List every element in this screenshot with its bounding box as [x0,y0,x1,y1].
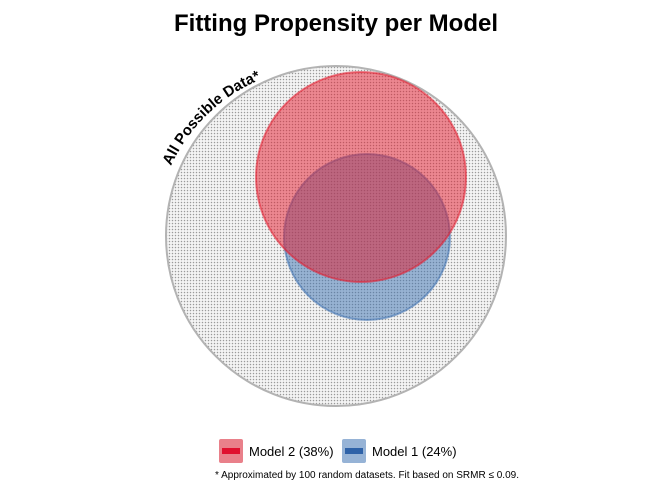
legend-line-model1 [345,448,363,454]
legend-item-model2: Model 2 (38%) [219,439,334,463]
model2-circle [255,71,467,283]
legend-item-model1: Model 1 (24%) [342,439,457,463]
footnote: * Approximated by 100 random datasets. F… [215,470,519,480]
legend-label-model2: Model 2 (38%) [249,444,334,459]
legend-label-model1: Model 1 (24%) [372,444,457,459]
legend-line-model2 [222,448,240,454]
chart-title: Fitting Propensity per Model [174,10,498,37]
